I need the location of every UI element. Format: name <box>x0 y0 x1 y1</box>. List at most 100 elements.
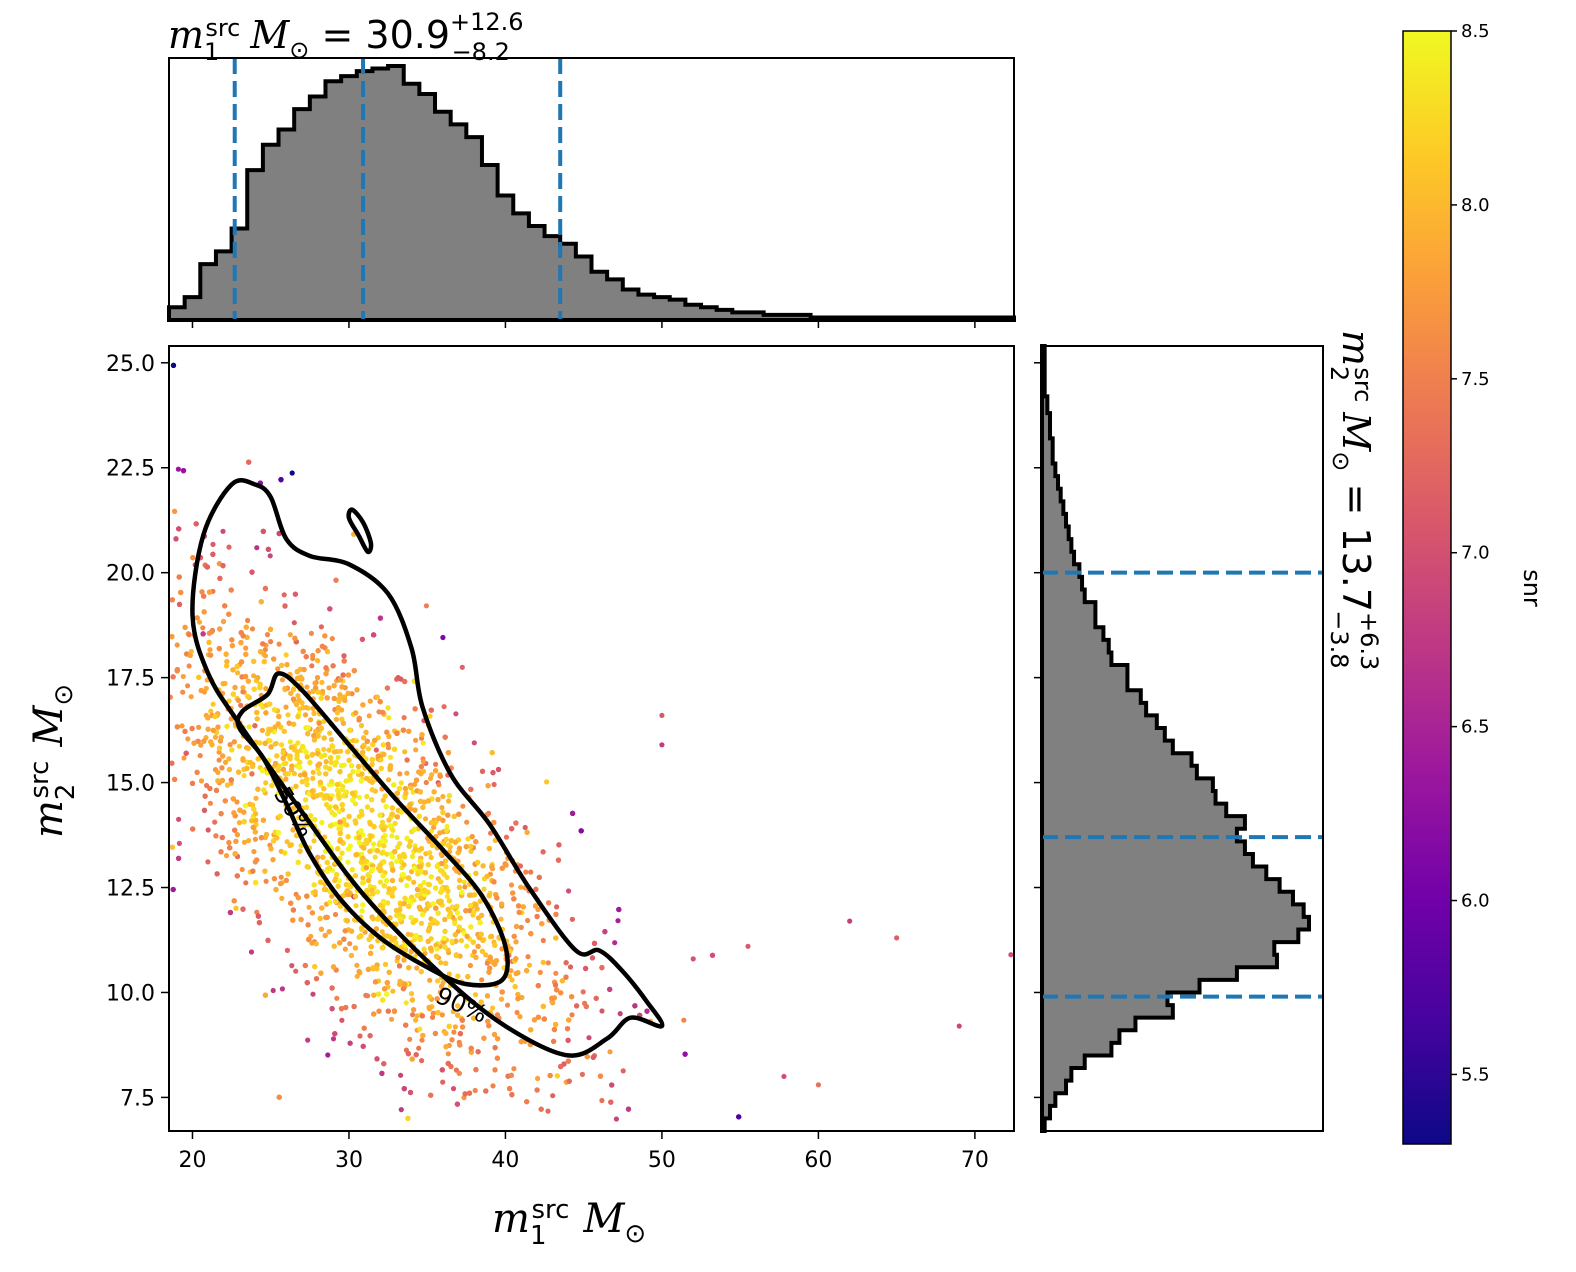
scatter-point <box>393 940 399 946</box>
scatter-point <box>409 997 415 1003</box>
right-side-label: m2srcM⊙ = 13.7+6.3−3.8 <box>1325 330 1383 670</box>
scatter-point <box>329 636 335 642</box>
scatter-point <box>337 769 343 775</box>
scatter-point <box>371 824 377 830</box>
scatter-point <box>359 851 365 858</box>
scatter-point <box>265 731 271 737</box>
scatter-point <box>339 763 345 769</box>
scatter-point <box>272 741 278 747</box>
scatter-point <box>208 708 214 714</box>
scatter-point <box>470 939 476 945</box>
scatter-point <box>246 459 252 465</box>
scatter-point <box>461 879 467 885</box>
scatter-point <box>403 790 409 796</box>
scatter-point <box>198 742 204 748</box>
scatter-point <box>241 819 247 825</box>
scatter-point <box>387 823 393 829</box>
top-title-unit-sub: ⊙ <box>289 36 309 64</box>
main-scatter-panel: 50%90% 20 30 40 50 60 70 7.510.012.515.017.52… <box>25 345 1015 1251</box>
scatter-point <box>402 895 408 901</box>
scatter-point <box>579 1071 586 1077</box>
scatter-point <box>297 706 303 712</box>
scatter-point <box>556 842 562 848</box>
scatter-point <box>215 778 221 784</box>
scatter-point <box>409 1056 415 1062</box>
scatter-point <box>197 753 203 759</box>
scatter-point <box>377 615 383 621</box>
scatter-point <box>387 766 393 773</box>
scatter-point <box>528 931 534 937</box>
scatter-point <box>407 802 413 808</box>
scatter-point <box>269 782 275 789</box>
scatter-point <box>238 702 244 708</box>
scatter-point <box>410 919 416 926</box>
scatter-point <box>240 685 246 691</box>
scatter-point <box>222 759 229 766</box>
scatter-point <box>228 777 234 783</box>
scatter-point <box>249 802 256 808</box>
scatter-point <box>307 760 313 766</box>
scatter-point <box>268 639 274 645</box>
scatter-point <box>241 839 248 845</box>
scatter-point <box>491 1031 498 1038</box>
scatter-point <box>406 903 412 910</box>
scatter-point <box>418 846 425 852</box>
scatter-point <box>599 1097 605 1104</box>
scatter-point <box>242 803 249 809</box>
scatter-point <box>220 618 227 625</box>
scatter-point <box>309 940 315 946</box>
scatter-point <box>413 737 419 743</box>
scatter-point <box>365 993 371 999</box>
scatter-point <box>681 1017 687 1023</box>
scatter-point <box>372 979 379 985</box>
scatter-point <box>243 651 249 657</box>
scatter-point <box>315 658 321 664</box>
scatter-point <box>287 739 293 745</box>
scatter-point <box>267 626 274 632</box>
scatter-point <box>513 923 520 930</box>
scatter-point <box>534 913 540 920</box>
scatter-point <box>239 866 245 873</box>
scatter-point <box>318 970 324 976</box>
scatter-point <box>457 1042 463 1048</box>
scatter-point <box>429 1014 436 1021</box>
scatter-point <box>226 840 232 846</box>
scatter-point <box>471 740 477 746</box>
scatter-point <box>507 1086 513 1092</box>
scatter-point <box>349 763 355 769</box>
scatter-point <box>427 1006 433 1012</box>
scatter-point <box>369 797 375 803</box>
scatter-point <box>230 691 236 697</box>
scatter-point <box>265 546 271 552</box>
scatter-point <box>360 702 366 708</box>
scatter-point <box>509 826 515 832</box>
scatter-point <box>364 887 370 894</box>
scatter-point <box>483 952 489 958</box>
scatter-point <box>368 950 374 957</box>
scatter-point <box>302 712 309 718</box>
scatter-point <box>350 797 356 803</box>
scatter-point <box>327 730 333 736</box>
scatter-point <box>220 753 226 759</box>
scatter-point <box>456 1070 462 1076</box>
scatter-point <box>220 563 226 569</box>
scatter-point <box>453 952 459 959</box>
scatter-point <box>310 991 316 997</box>
scatter-point <box>303 804 310 810</box>
scatter-point <box>196 619 203 625</box>
scatter-point <box>349 867 355 873</box>
scatter-point <box>407 806 413 812</box>
scatter-point <box>324 914 330 920</box>
scatter-point <box>459 664 465 670</box>
scatter-point <box>494 1055 500 1061</box>
scatter-point <box>296 697 302 703</box>
scatter-point <box>411 1007 417 1013</box>
scatter-point <box>437 989 443 995</box>
scatter-point <box>485 1018 491 1024</box>
scatter-point <box>490 770 496 776</box>
scatter-point <box>285 871 291 877</box>
scatter-point <box>490 1005 496 1011</box>
scatter-point <box>467 962 473 969</box>
scatter-point <box>433 768 439 774</box>
scatter-point <box>301 666 307 673</box>
